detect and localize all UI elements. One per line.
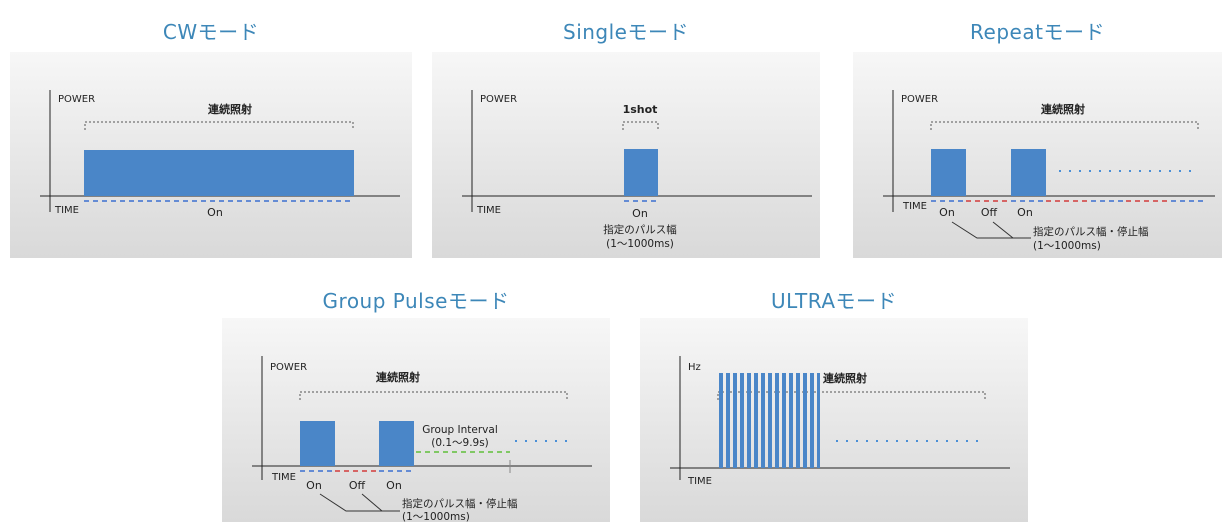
group-pulse-mode-panel: POWER TIME 連続照射 Group Interval (0.1～9.9s… <box>222 318 610 522</box>
y-axis-label: POWER <box>58 94 95 105</box>
hf-pulse <box>740 373 744 468</box>
single-mode-title: Singleモード <box>563 20 689 44</box>
ultra-mode-diagram: Hz TIME 連続照射 <box>670 356 1010 487</box>
y-axis-label: Hz <box>688 362 701 373</box>
on-label-2: On <box>1017 206 1033 219</box>
dotted-bracket <box>299 391 568 400</box>
off-label: Off <box>981 206 998 219</box>
pulse-width-note: 指定のパルス幅・停止幅 <box>402 497 518 510</box>
repeat-mode-panel: POWER TIME 連続照射 On Off On 指定のパルス幅・停止幅 (1… <box>853 52 1222 258</box>
single-mode-panel: POWER TIME 1shot On 指定のパルス幅 (1～1000ms) <box>432 52 820 258</box>
y-axis-label: POWER <box>901 94 938 105</box>
bracket-label: 連続照射 <box>376 370 420 384</box>
group-interval-label: Group Interval <box>422 424 498 436</box>
hf-pulse <box>803 373 807 468</box>
x-axis-label: TIME <box>476 205 501 216</box>
hf-pulse <box>810 373 814 468</box>
repeat-mode-diagram: POWER TIME 連続照射 On Off On 指定のパルス幅・停止幅 (1… <box>883 90 1215 252</box>
dotted-bracket <box>717 391 986 400</box>
cw-mode-panel: POWER TIME 連続照射 On <box>10 52 412 258</box>
callout-line-1 <box>319 493 400 512</box>
pulse-1 <box>931 149 966 196</box>
bracket-label: 連続照射 <box>823 371 867 385</box>
pulse-width-range: (1～1000ms) <box>1033 240 1101 252</box>
repeat-mode-title: Repeatモード <box>970 20 1105 44</box>
x-axis-label: TIME <box>271 472 296 483</box>
pulse-width-range: (1～1000ms) <box>402 511 470 522</box>
hf-pulse <box>782 373 786 468</box>
y-axis-label: POWER <box>270 362 307 373</box>
hf-pulse <box>754 373 758 468</box>
continuous-pulse <box>84 150 354 196</box>
cw-mode-diagram: POWER TIME 連続照射 On <box>40 90 400 219</box>
group-pulse-mode-diagram: POWER TIME 連続照射 Group Interval (0.1～9.9s… <box>252 356 592 522</box>
hf-pulse <box>761 373 765 468</box>
hf-pulse <box>747 373 751 468</box>
callout-line-1 <box>951 221 1031 239</box>
pulse-width-note: 指定のパルス幅・停止幅 <box>1033 225 1149 238</box>
on-label-2: On <box>386 479 402 492</box>
pulse-width-range: (1～1000ms) <box>606 238 674 250</box>
pulse-width-note: 指定のパルス幅 <box>603 223 677 236</box>
on-label: On <box>632 207 648 220</box>
group-interval-range: (0.1～9.9s) <box>431 437 489 449</box>
single-mode-diagram: POWER TIME 1shot On 指定のパルス幅 (1～1000ms) <box>462 90 812 250</box>
pulse-2 <box>379 421 414 466</box>
hf-pulse <box>817 373 820 468</box>
pulse-2 <box>1011 149 1046 196</box>
hf-pulse <box>768 373 772 468</box>
group-pulse-mode-title: Group Pulseモード <box>322 289 510 313</box>
ultra-mode-panel: Hz TIME 連続照射 <box>640 318 1028 522</box>
cw-mode-title: CWモード <box>162 20 260 44</box>
pulse-1 <box>300 421 335 466</box>
off-label: Off <box>349 479 366 492</box>
bracket-label: 連続照射 <box>208 102 252 116</box>
dotted-bracket <box>622 121 659 130</box>
on-label: On <box>207 206 223 219</box>
single-pulse <box>624 149 658 196</box>
on-label-1: On <box>939 206 955 219</box>
hf-pulse <box>775 373 779 468</box>
hf-pulse <box>733 373 737 468</box>
callout-line-2 <box>992 221 1014 239</box>
ultra-mode-title: ULTRAモード <box>770 289 897 313</box>
on-label-1: On <box>306 479 322 492</box>
x-axis-label: TIME <box>902 201 927 212</box>
x-axis-label: TIME <box>54 205 79 216</box>
callout-line-2 <box>361 493 383 512</box>
hf-pulse <box>789 373 793 468</box>
x-axis-label: TIME <box>687 476 712 487</box>
bracket-label: 1shot <box>623 103 658 116</box>
dotted-bracket <box>84 121 354 130</box>
high-frequency-pulse-train <box>719 373 820 468</box>
dotted-bracket <box>930 121 1199 130</box>
bracket-label: 連続照射 <box>1041 102 1085 116</box>
hf-pulse <box>719 373 723 468</box>
hf-pulse <box>796 373 800 468</box>
hf-pulse <box>726 373 730 468</box>
y-axis-label: POWER <box>480 94 517 105</box>
